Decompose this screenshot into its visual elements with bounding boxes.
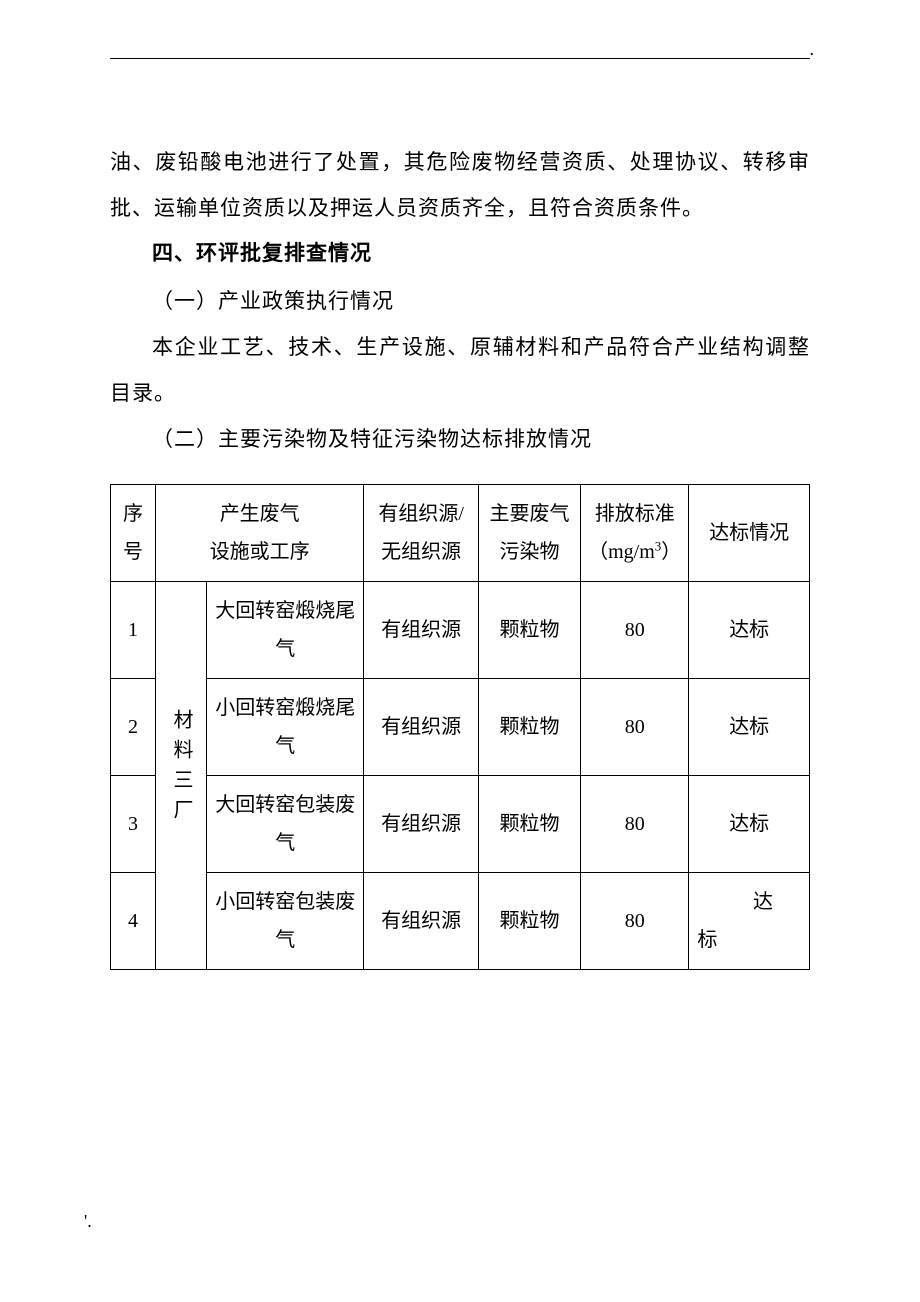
cell-seq: 3: [111, 776, 156, 873]
paragraph-continuation: 油、废铅酸电池进行了处置，其危险废物经营资质、处理协议、转移审批、运输单位资质以…: [110, 139, 810, 231]
th-facility-l2: 设施或工序: [210, 541, 310, 563]
section-heading-4: 四、环评批复排查情况: [110, 231, 810, 277]
th-standard-l3: ）: [661, 541, 681, 563]
cell-org: 有组织源: [364, 679, 478, 776]
table-row: 1 材料三厂 大回转窑煅烧尾气 有组织源 颗粒物 80 达标: [111, 582, 810, 679]
th-standard-l1: 排放标准: [595, 503, 675, 525]
th-facility-l1: 产生废气: [220, 503, 300, 525]
cell-org: 有组织源: [364, 873, 478, 970]
table-row: 3 大回转窑包装废气 有组织源 颗粒物 80 达标: [111, 776, 810, 873]
paragraph-industry-policy: 本企业工艺、技术、生产设施、原辅材料和产品符合产业结构调整目录。: [110, 324, 810, 416]
cell-pol: 颗粒物: [478, 873, 580, 970]
th-result: 达标情况: [689, 485, 810, 582]
cell-res: 达标: [689, 679, 810, 776]
table-header-row: 序号 产生废气 设施或工序 有组织源/无组织源 主要废气污染物 排放标准 （mg…: [111, 485, 810, 582]
th-org: 有组织源/无组织源: [364, 485, 478, 582]
cell-res: 达标: [689, 776, 810, 873]
cell-group-label: 材料三厂: [162, 709, 200, 829]
document-page: 油、废铅酸电池进行了处置，其危险废物经营资质、处理协议、转移审批、运输单位资质以…: [0, 0, 920, 970]
table-row: 2 小回转窑煅烧尾气 有组织源 颗粒物 80 达标: [111, 679, 810, 776]
th-standard: 排放标准 （mg/m3）: [581, 485, 689, 582]
cell-std: 80: [581, 582, 689, 679]
cell-res-split-b: 标: [697, 921, 801, 959]
cell-res: 达标: [689, 582, 810, 679]
cell-proc: 小回转窑包装废气: [207, 873, 364, 970]
emissions-table: 序号 产生废气 设施或工序 有组织源/无组织源 主要废气污染物 排放标准 （mg…: [110, 484, 810, 970]
cell-pol: 颗粒物: [478, 776, 580, 873]
emissions-table-wrap: 序号 产生废气 设施或工序 有组织源/无组织源 主要废气污染物 排放标准 （mg…: [110, 484, 810, 970]
subsection-1: （一）产业政策执行情况: [110, 278, 810, 324]
cell-std: 80: [581, 776, 689, 873]
cell-seq: 1: [111, 582, 156, 679]
cell-proc: 小回转窑煅烧尾气: [207, 679, 364, 776]
cell-org: 有组织源: [364, 582, 478, 679]
subsection-2: （二）主要污染物及特征污染物达标排放情况: [110, 416, 810, 462]
cell-std: 80: [581, 679, 689, 776]
cell-res-split: 达 标: [689, 873, 810, 970]
cell-seq: 2: [111, 679, 156, 776]
cell-proc: 大回转窑煅烧尾气: [207, 582, 364, 679]
header-rule: [110, 58, 810, 59]
cell-proc: 大回转窑包装废气: [207, 776, 364, 873]
table-row: 4 小回转窑包装废气 有组织源 颗粒物 80 达 标: [111, 873, 810, 970]
cell-org: 有组织源: [364, 776, 478, 873]
th-pollutant: 主要废气污染物: [478, 485, 580, 582]
cell-res-split-a: 达: [697, 883, 801, 921]
footer-mark: '.: [84, 1211, 92, 1232]
cell-std: 80: [581, 873, 689, 970]
cell-pol: 颗粒物: [478, 582, 580, 679]
th-facility: 产生废气 设施或工序: [155, 485, 363, 582]
th-seq: 序号: [111, 485, 156, 582]
th-standard-l2: （mg/m: [588, 541, 655, 563]
cell-pol: 颗粒物: [478, 679, 580, 776]
cell-group: 材料三厂: [155, 582, 206, 970]
cell-seq: 4: [111, 873, 156, 970]
